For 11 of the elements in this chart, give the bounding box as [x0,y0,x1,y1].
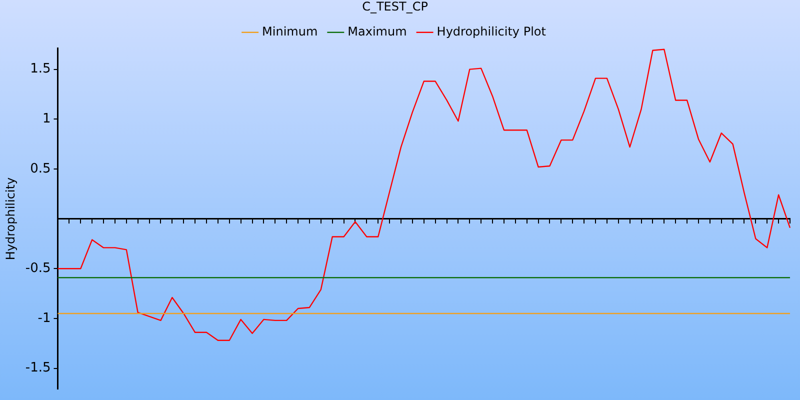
legend-label: Maximum [348,24,407,39]
y-tick-label: -1.5 [25,360,51,376]
y-tick-label: 1.5 [30,62,51,77]
y-tick-label: -1 [38,310,51,326]
y-tick-label: -0.5 [25,261,51,276]
y-axis-title: Hydrophilicity [3,177,18,260]
y-tick-label: 1 [42,112,51,127]
legend-label: Hydrophilicity Plot [436,24,546,39]
y-tick-label: 0.5 [30,161,51,176]
chart-title: C_TEST_CP [362,0,428,14]
legend-label: Minimum [262,24,318,39]
